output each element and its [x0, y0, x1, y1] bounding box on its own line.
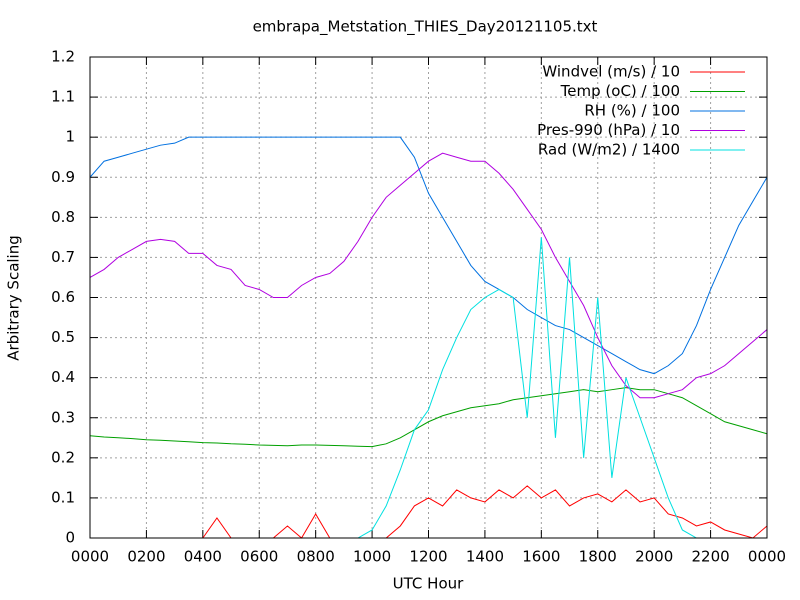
plot-border — [89, 56, 768, 539]
legend-label: Windvel (m/s) / 10 — [542, 63, 680, 81]
x-tick-label: 0000 — [748, 548, 786, 566]
x-tick-label: 1000 — [353, 548, 391, 566]
x-tick-label: 0800 — [297, 548, 335, 566]
x-axis-label: UTC Hour — [393, 575, 464, 593]
y-tick-label: 0.3 — [51, 408, 75, 426]
x-tick-label: 1400 — [466, 548, 504, 566]
chart-title: embrapa_Metstation_THIES_Day20121105.txt — [253, 18, 598, 37]
x-tick-label: 0400 — [184, 548, 222, 566]
y-tick-label: 0.2 — [51, 448, 75, 466]
y-tick-label: 0 — [65, 529, 75, 547]
y-tick-label: 1 — [65, 128, 75, 146]
y-tick-label: 0.9 — [51, 168, 75, 186]
x-tick-label: 2200 — [691, 548, 729, 566]
y-tick-label: 0.7 — [51, 248, 75, 266]
x-tick-label: 2000 — [635, 548, 673, 566]
y-axis-label: Arbitrary Scaling — [5, 235, 23, 361]
x-tick-label: 0200 — [127, 548, 165, 566]
series-line — [89, 152, 768, 399]
series-line — [89, 387, 768, 448]
y-tick-label: 0.5 — [51, 328, 75, 346]
legend-label: RH (%) / 100 — [584, 102, 680, 120]
y-tick-label: 0.1 — [51, 488, 75, 506]
y-tick-label: 0.6 — [51, 288, 75, 306]
y-tick-label: 0.8 — [51, 208, 75, 226]
x-tick-label: 1600 — [522, 548, 560, 566]
x-tick-label: 1800 — [579, 548, 617, 566]
legend-label: Rad (W/m2) / 1400 — [538, 141, 680, 159]
legend-label: Temp (oC) / 100 — [560, 82, 680, 100]
legend-label: Pres-990 (hPa) / 10 — [537, 121, 680, 139]
x-tick-label: 1200 — [409, 548, 447, 566]
x-tick-label: 0000 — [71, 548, 109, 566]
y-tick-label: 1.1 — [51, 88, 75, 106]
x-tick-label: 0600 — [240, 548, 278, 566]
y-tick-label: 1.2 — [51, 48, 75, 66]
series-line — [89, 136, 768, 375]
y-tick-label: 0.4 — [51, 368, 75, 386]
